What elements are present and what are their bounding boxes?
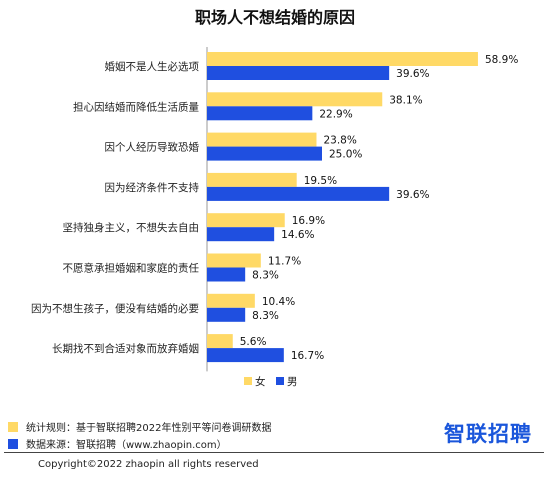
- chart-title: 职场人不想结婚的原因: [194, 8, 355, 27]
- footer-note-source: 数据来源：智联招聘（www.zhaopin.com）: [8, 436, 227, 451]
- data-label: 38.1%: [389, 94, 422, 106]
- footer-note-rule: 统计规则：基于智联招聘2022年性别平等问卷调研数据: [8, 419, 271, 434]
- category-label: 因个人经历导致恐婚: [105, 141, 200, 154]
- bar-male: [207, 66, 390, 80]
- data-label: 39.6%: [396, 68, 429, 80]
- bar-chart: 婚姻不是人生必选项 58.9% 39.6% 担心因结婚而降低生活质量 38.1% 22.9…: [31, 47, 518, 388]
- legend-label: 男: [287, 376, 298, 388]
- zhaopin-logo: 智联招聘: [444, 418, 532, 448]
- category-label: 不愿意承担婚姻和家庭的责任: [63, 262, 200, 275]
- bar-male: [207, 227, 275, 242]
- data-label: 8.3%: [252, 310, 279, 322]
- note-rule-text: 统计规则：基于智联招聘2022年性别平等问卷调研数据: [26, 423, 272, 434]
- bar-female: [207, 293, 255, 308]
- data-label: 10.4%: [262, 296, 295, 308]
- bar-female: [207, 92, 383, 107]
- data-label: 23.8%: [323, 135, 356, 147]
- data-label: 39.6%: [396, 189, 429, 201]
- data-label: 16.9%: [292, 215, 325, 227]
- category-label: 长期找不到合适对象而放弃婚姻: [52, 342, 199, 355]
- data-label: 8.3%: [252, 270, 279, 282]
- category-label: 担心因结婚而降低生活质量: [73, 100, 199, 113]
- legend-swatch: [276, 377, 284, 385]
- bar-female: [207, 172, 297, 187]
- legend-swatch: [244, 377, 252, 385]
- data-label: 19.5%: [304, 175, 337, 187]
- logo-text: 智联招聘: [444, 422, 532, 446]
- legend-label: 女: [255, 375, 266, 388]
- data-label: 25.0%: [329, 149, 362, 161]
- bar-male: [207, 146, 322, 161]
- copyright-text: Copyright©2022 zhaopin all rights reserv…: [38, 459, 259, 470]
- bar-female: [207, 132, 317, 147]
- bar-male: [207, 348, 284, 363]
- bar-male: [207, 186, 390, 201]
- bar-female: [207, 213, 285, 228]
- data-label: 16.7%: [291, 350, 324, 362]
- bar-male: [207, 106, 313, 121]
- category-label: 坚持独身主义，不想失去自由: [63, 221, 200, 234]
- data-label: 11.7%: [268, 256, 301, 268]
- note-source-swatch: [8, 438, 18, 449]
- divider: [4, 452, 544, 453]
- bar-female: [207, 52, 478, 66]
- category-label: 婚姻不是人生必选项: [105, 60, 200, 73]
- bar-male: [207, 307, 246, 322]
- note-rule-swatch: [8, 421, 18, 432]
- bar-female: [207, 253, 261, 268]
- category-label: 因为经济条件不支持: [105, 181, 200, 194]
- data-label: 14.6%: [281, 229, 314, 241]
- note-source-text: 数据来源：智联招聘（www.zhaopin.com）: [26, 440, 227, 451]
- bar-male: [207, 267, 246, 282]
- category-label: 因为不想生孩子，便没有结婚的必要: [31, 302, 199, 315]
- bar-female: [207, 334, 233, 349]
- data-label: 5.6%: [240, 336, 267, 348]
- data-label: 22.9%: [319, 108, 352, 120]
- data-label: 58.9%: [485, 54, 518, 66]
